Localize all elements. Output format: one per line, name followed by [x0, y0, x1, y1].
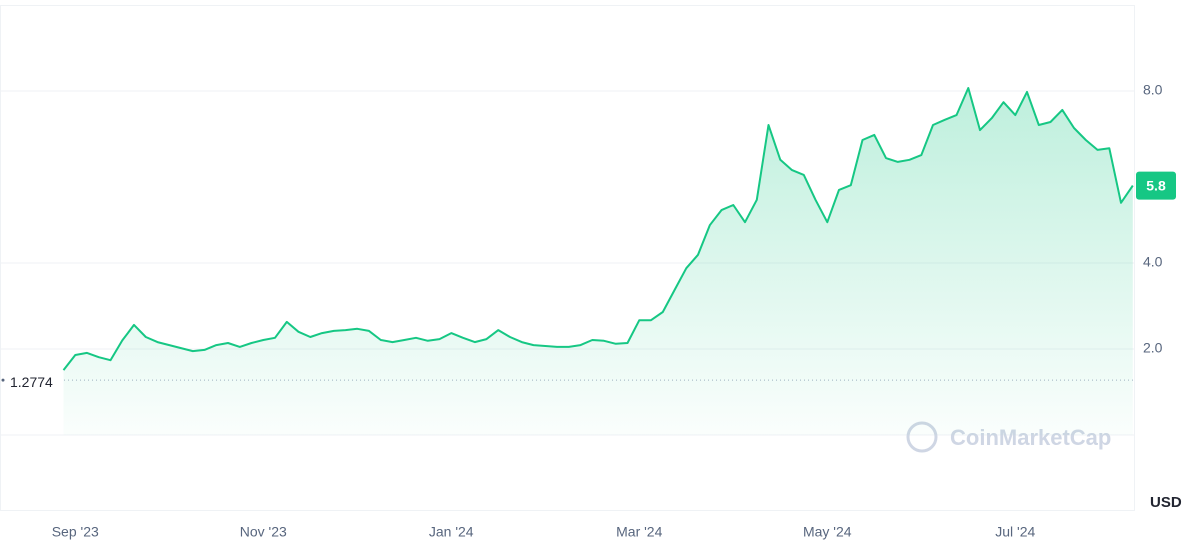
reference-dot — [1, 378, 5, 382]
price-badge — [1136, 171, 1176, 200]
x-tick-label: Sep '23 — [52, 524, 99, 540]
plot-frame — [0, 5, 1135, 511]
price-badge-label: 5.8 — [1146, 177, 1166, 193]
x-tick-label: Mar '24 — [616, 524, 662, 540]
y-tick-label: 2.0 — [1143, 340, 1163, 356]
y-tick-label: 4.0 — [1143, 254, 1163, 270]
currency-label: USD — [1150, 494, 1182, 511]
x-tick-label: May '24 — [803, 524, 852, 540]
x-tick-label: Jul '24 — [995, 524, 1035, 540]
y-tick-label: 8.0 — [1143, 82, 1163, 98]
price-line — [62, 87, 1134, 371]
x-tick-label: Jan '24 — [429, 524, 474, 540]
price-area — [63, 88, 1133, 435]
x-tick-label: Nov '23 — [240, 524, 287, 540]
reference-label: 1.2774 — [10, 374, 53, 390]
